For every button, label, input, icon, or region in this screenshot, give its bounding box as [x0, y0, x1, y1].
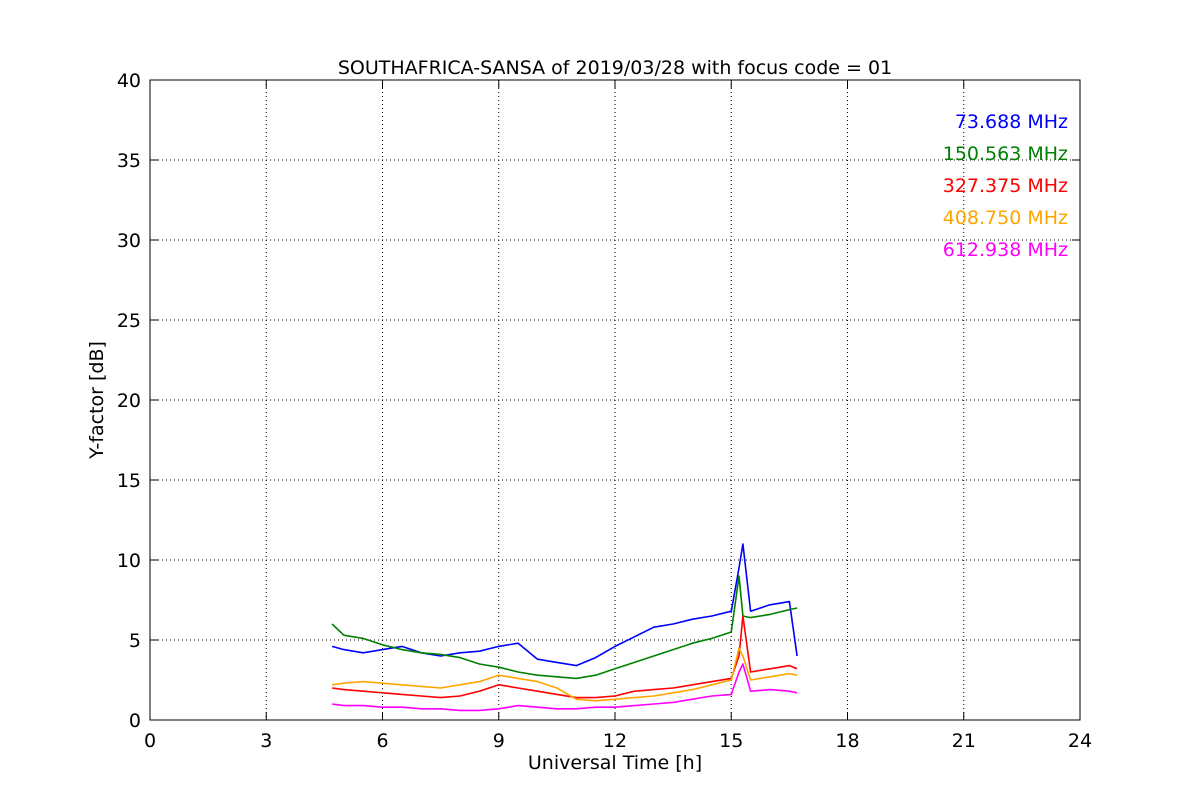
x-tick-label: 12	[603, 730, 627, 752]
series-line-1	[331, 543, 798, 667]
legend-entry-5: 612.938 MHz	[943, 239, 1068, 261]
legend: 73.688 MHz 150.563 MHz 327.375 MHz 408.750 …	[943, 111, 1068, 261]
series-line-4	[331, 647, 798, 702]
y-tick-label: 40	[117, 70, 141, 92]
y-tick-label: 35	[117, 150, 141, 172]
x-axis-label: Universal Time [h]	[528, 752, 702, 774]
legend-entry-2: 150.563 MHz	[943, 143, 1068, 165]
y-tick-label: 20	[117, 390, 141, 412]
x-tick-label: 3	[260, 730, 272, 752]
legend-entry-4: 408.750 MHz	[943, 207, 1068, 229]
grid	[150, 80, 1080, 720]
y-tick-label: 5	[129, 630, 141, 652]
x-tick-label: 24	[1068, 730, 1092, 752]
y-axis-label: Y-factor [dB]	[86, 341, 108, 460]
x-tick-label: 21	[952, 730, 976, 752]
y-tick-label: 15	[117, 470, 141, 492]
legend-entry-3: 327.375 MHz	[943, 175, 1068, 197]
series-lines	[331, 543, 798, 712]
x-tick-label: 15	[719, 730, 743, 752]
legend-entry-1: 73.688 MHz	[955, 111, 1068, 133]
x-tick-label: 9	[493, 730, 505, 752]
x-tick-label: 18	[835, 730, 859, 752]
series-line-5	[331, 663, 798, 712]
y-tick-label: 30	[117, 230, 141, 252]
x-tick-label: 6	[376, 730, 388, 752]
y-tick-label: 25	[117, 310, 141, 332]
y-tick-label: 0	[129, 710, 141, 732]
series-line-3	[331, 615, 798, 699]
chart-title: SOUTHAFRICA-SANSA of 2019/03/28 with foc…	[338, 57, 892, 79]
axis-ticks: 0 3 6 9 12 15 18 21 24 0 5 10 15 20 25 30 35 40	[117, 70, 1092, 752]
x-tick-label: 0	[144, 730, 156, 752]
series-line-2	[331, 575, 798, 680]
y-tick-label: 10	[117, 550, 141, 572]
